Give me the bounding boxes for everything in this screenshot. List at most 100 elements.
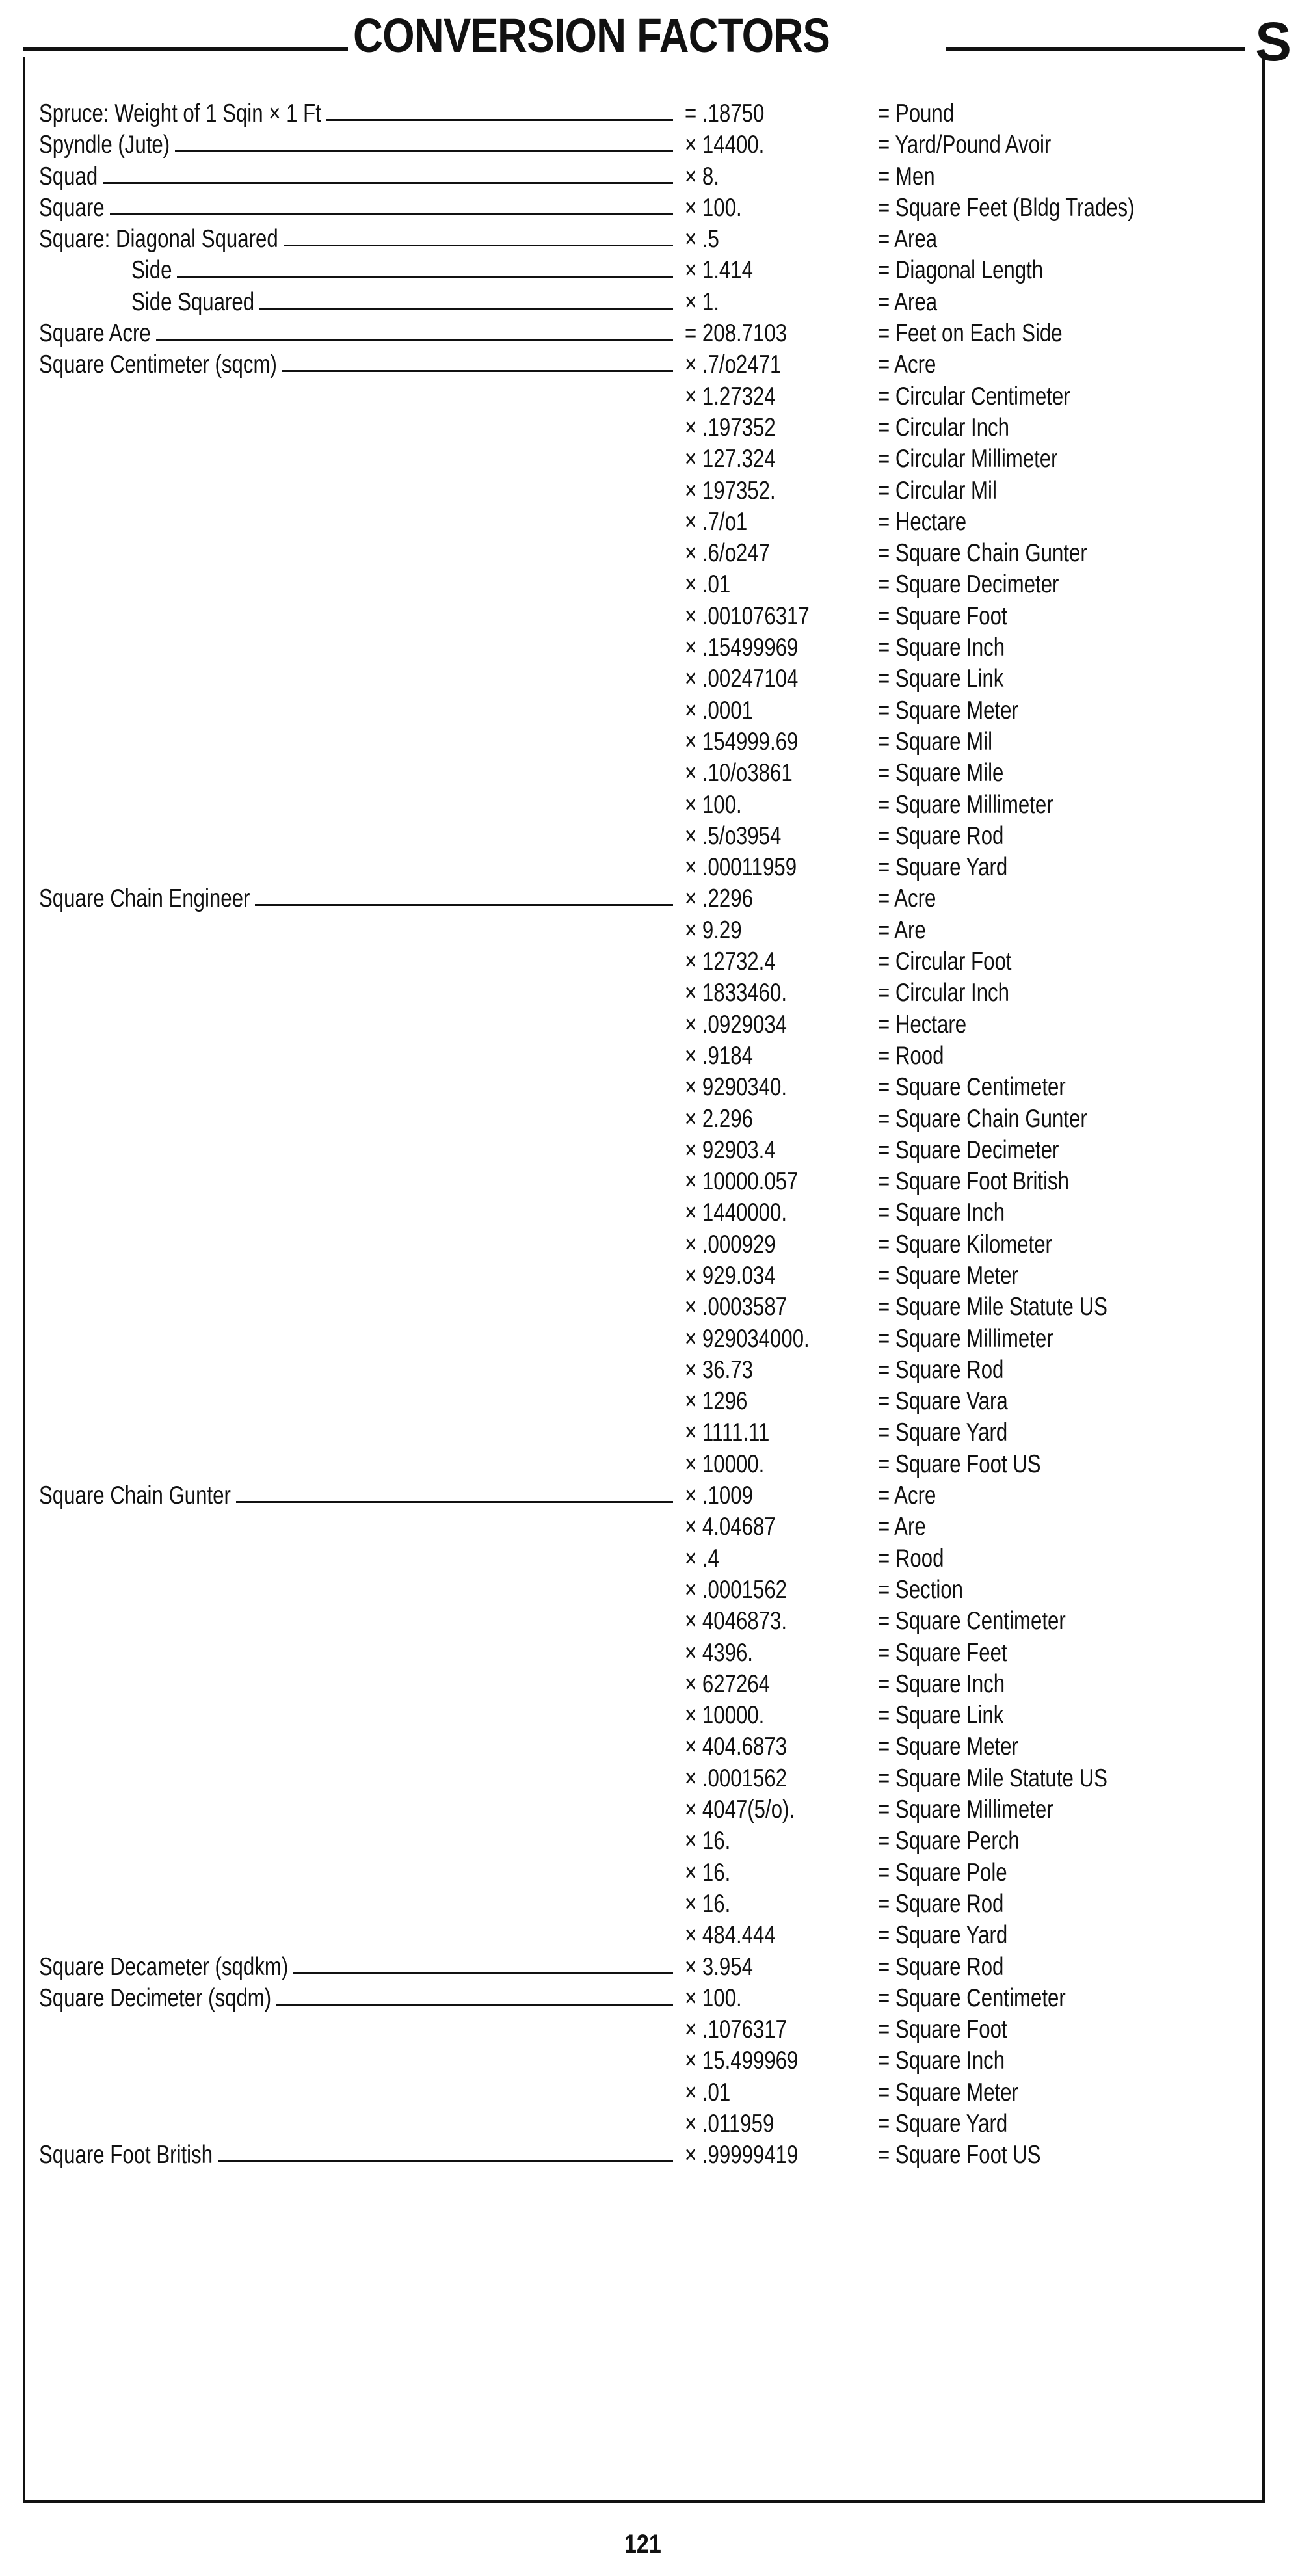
row-factor: = 208.7103	[685, 319, 788, 348]
row-result-unit: = Diagonal Length	[878, 256, 1044, 285]
row-factor: × 404.6873	[685, 1733, 788, 1761]
row-result-unit: = Hectare	[878, 507, 967, 536]
row-factor: × 10000.	[685, 1701, 765, 1730]
table-row: Squad × 8. = Men	[0, 159, 1311, 191]
row-factor: × .001076317	[685, 602, 810, 630]
row-factor: × 3.954	[685, 1952, 753, 1981]
table-row: × .7/o1 = Hectare	[0, 504, 1311, 536]
leader-line	[218, 2160, 673, 2163]
row-factor: × .4	[685, 1544, 719, 1573]
table-row: × .01 = Square Meter	[0, 2075, 1311, 2106]
row-factor: × .011959	[685, 2110, 775, 2138]
row-result-unit: = Circular Millimeter	[878, 445, 1058, 473]
row-result-unit: = Square Chain Gunter	[878, 1104, 1087, 1133]
row-result-unit: = Circular Inch	[878, 979, 1010, 1007]
table-row: Square Chain Engineer × .2296 = Acre	[0, 881, 1311, 912]
row-result-unit: = Square Meter	[878, 2078, 1018, 2106]
row-factor: × 929034000.	[685, 1324, 810, 1353]
table-row: Square Chain Gunter × .1009 = Acre	[0, 1478, 1311, 1509]
table-row: × 92903.4 = Square Decimeter	[0, 1132, 1311, 1164]
row-label: Square Centimeter (sqcm)	[39, 351, 277, 379]
row-factor: × .0929034	[685, 1010, 788, 1039]
table-row: Side Squared × 1. = Area	[0, 284, 1311, 316]
row-factor: × 8.	[685, 162, 719, 191]
row-factor: × 92903.4	[685, 1135, 776, 1164]
row-result-unit: = Square Meter	[878, 1733, 1018, 1761]
row-result-unit: = Square Mile Statute US	[878, 1764, 1107, 1792]
row-factor: × .00247104	[685, 665, 799, 693]
table-row: × .1076317 = Square Foot	[0, 2012, 1311, 2043]
row-result-unit: = Pound	[878, 100, 955, 127]
table-row: × 10000. = Square Link	[0, 1697, 1311, 1729]
leader-line	[276, 2003, 673, 2006]
row-factor: × .0001562	[685, 1575, 788, 1604]
page-header: CONVERSION FACTORS S	[23, 7, 1291, 72]
row-label: Side Squared	[131, 287, 255, 316]
row-factor: × 15.499969	[685, 2047, 799, 2075]
row-result-unit: = Square Feet	[878, 1638, 1007, 1667]
row-result-unit: = Square Millimeter	[878, 1796, 1053, 1824]
row-result-unit: = Yard/Pound Avoir	[878, 131, 1052, 159]
table-frame	[23, 57, 1265, 2503]
row-factor: × .0001562	[685, 1764, 788, 1792]
row-label: Square	[39, 193, 105, 222]
table-row: × .01 = Square Decimeter	[0, 566, 1311, 598]
table-row: × 127.324 = Circular Millimeter	[0, 441, 1311, 473]
table-row: Square Centimeter (sqcm) × .7/o2471 = Acre	[0, 347, 1311, 378]
row-result-unit: = Square Millimeter	[878, 790, 1053, 819]
row-result-unit: = Square Chain Gunter	[878, 539, 1087, 568]
row-factor: × 36.73	[685, 1355, 753, 1384]
table-row: × 4.04687 = Are	[0, 1509, 1311, 1541]
row-factor: × 197352.	[685, 476, 776, 505]
table-row: × 929034000. = Square Millimeter	[0, 1321, 1311, 1353]
table-row: × .0001562 = Square Mile Statute US	[0, 1760, 1311, 1792]
row-result-unit: = Section	[878, 1575, 963, 1604]
table-row: × 16. = Square Pole	[0, 1855, 1311, 1887]
row-result-unit: = Are	[878, 1513, 926, 1541]
row-factor: × .7/o2471	[685, 351, 782, 379]
row-result-unit: = Circular Mil	[878, 476, 997, 505]
row-factor: × 10000.057	[685, 1167, 799, 1196]
row-label: Squad	[39, 162, 98, 191]
table-row: Square Decimeter (sqdm) × 100. = Square Ce…	[0, 1980, 1311, 2012]
row-result-unit: = Square Pole	[878, 1858, 1007, 1887]
table-row: × 9290340. = Square Centimeter	[0, 1069, 1311, 1101]
row-factor: × .01	[685, 570, 731, 599]
row-factor: × 100.	[685, 790, 742, 819]
row-factor: × 14400.	[685, 131, 765, 159]
table-row: × .0003587 = Square Mile Statute US	[0, 1289, 1311, 1321]
row-factor: × 16.	[685, 1858, 731, 1887]
row-result-unit: = Square Rod	[878, 1889, 1004, 1918]
leader-line	[293, 1972, 673, 1974]
row-result-unit: = Square Decimeter	[878, 1135, 1059, 1164]
row-factor: × 4047(5/o).	[685, 1796, 795, 1824]
row-factor: × .7/o1	[685, 507, 748, 536]
row-factor: × 1296	[685, 1387, 748, 1416]
row-result-unit: = Rood	[878, 1544, 944, 1573]
table-row: Square Foot British × .99999419 = Square F…	[0, 2137, 1311, 2169]
row-factor: × .6/o247	[685, 539, 770, 568]
row-result-unit: = Circular Inch	[878, 413, 1010, 442]
row-label: Square Chain Gunter	[39, 1481, 231, 1510]
row-factor: × 127.324	[685, 445, 776, 473]
row-factor: × 2.296	[685, 1104, 753, 1133]
row-result-unit: = Area	[878, 225, 938, 254]
table-row: × .00247104 = Square Link	[0, 661, 1311, 693]
table-row: × 2.296 = Square Chain Gunter	[0, 1101, 1311, 1133]
table-row: × .5/o3954 = Square Rod	[0, 818, 1311, 850]
row-factor: × 100.	[685, 1984, 742, 2012]
table-row: × 1833460. = Circular Inch	[0, 975, 1311, 1007]
table-row: × 1.27324 = Circular Centimeter	[0, 378, 1311, 410]
table-row: Side × 1.414 = Diagonal Length	[0, 252, 1311, 284]
table-row: Spyndle (Jute) × 14400. = Yard/Pound Avoir	[0, 127, 1311, 159]
table-row: × .6/o247 = Square Chain Gunter	[0, 535, 1311, 568]
table-row: Square × 100. = Square Feet (Bldg Trades)	[0, 190, 1311, 222]
row-label: Spyndle (Jute)	[39, 131, 170, 159]
row-factor: × .1076317	[685, 2015, 788, 2044]
table-row: × 36.73 = Square Rod	[0, 1352, 1311, 1384]
table-row: × 4047(5/o). = Square Millimeter	[0, 1792, 1311, 1824]
table-row: × 4396. = Square Feet	[0, 1635, 1311, 1667]
table-row: × .0001562 = Section	[0, 1572, 1311, 1604]
row-factor: × 10000.	[685, 1450, 765, 1478]
row-factor: × 1833460.	[685, 979, 788, 1007]
